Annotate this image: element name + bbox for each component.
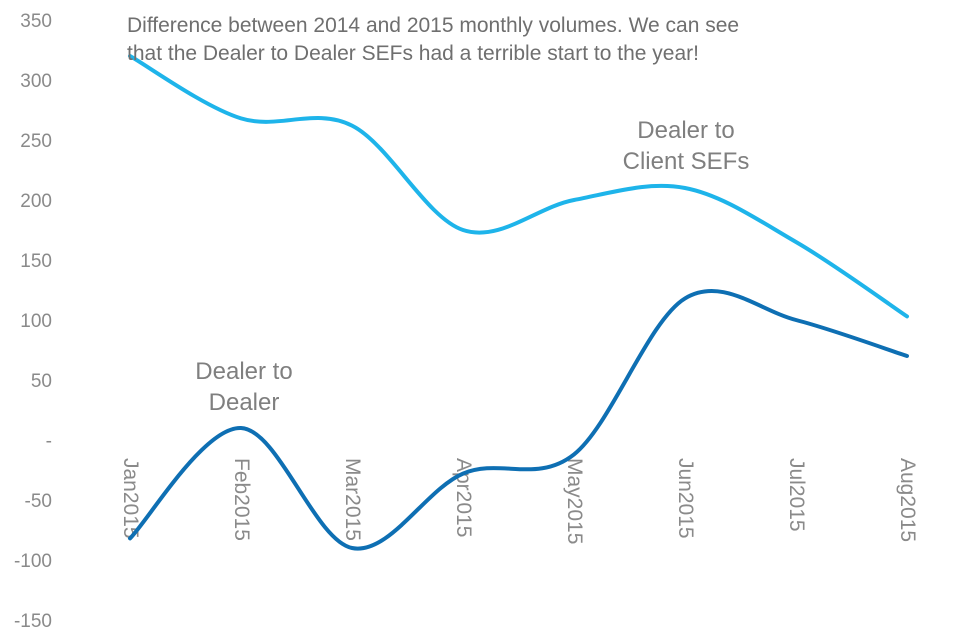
y-tick-label: 150 [20, 251, 52, 272]
y-tick-label: -150 [14, 611, 52, 632]
x-tick-label: Jun2015 [674, 458, 697, 539]
x-tick-label: Jan2015 [119, 458, 142, 539]
y-tick-label: -50 [25, 491, 52, 512]
x-tick-label: Aug2015 [896, 458, 919, 542]
y-tick-label: -100 [14, 551, 52, 572]
series-annotation-label: Dealer to [195, 358, 292, 385]
y-tick-label: 50 [31, 371, 52, 392]
x-tick-label: Mar2015 [341, 458, 364, 541]
x-tick-label: Jul2015 [785, 458, 808, 532]
series-annotation-label: Client SEFs [623, 148, 750, 175]
y-tick-label: - [46, 431, 52, 452]
x-tick-label: May2015 [563, 458, 586, 544]
y-axis: 350 300 250 200 150 100 50 - -50 -100 -150 [14, 11, 52, 632]
x-tick-label: Feb2015 [230, 458, 253, 541]
chart-title-line-2: that the Dealer to Dealer SEFs had a ter… [127, 42, 699, 65]
y-tick-label: 250 [20, 131, 52, 152]
series-annotation-label: Dealer to [637, 117, 734, 144]
series-layer [128, 54, 909, 551]
chart-title-line-1: Difference between 2014 and 2015 monthly… [127, 14, 739, 37]
series-annotation-label: Dealer [209, 389, 280, 416]
series-line-dealer-to-dealer [128, 288, 909, 551]
y-tick-label: 100 [20, 311, 52, 332]
y-tick-label: 200 [20, 191, 52, 212]
y-tick-label: 300 [20, 71, 52, 92]
series-line-dealer-to-client [128, 54, 909, 319]
series-annotations: Dealer to Client SEFs Dealer to Dealer [195, 117, 749, 416]
y-tick-label: 350 [20, 11, 52, 32]
